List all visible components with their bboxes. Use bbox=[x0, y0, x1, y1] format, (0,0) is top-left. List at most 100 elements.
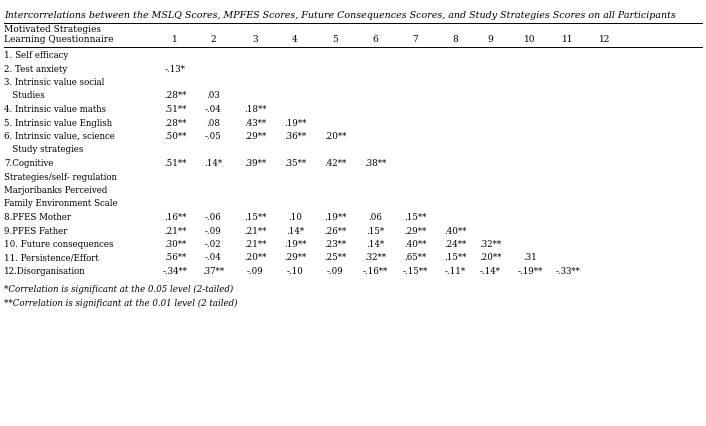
Text: 10. Future consequences: 10. Future consequences bbox=[4, 240, 114, 249]
Text: .21**: .21** bbox=[244, 240, 266, 249]
Text: .36**: .36** bbox=[284, 132, 306, 141]
Text: 8: 8 bbox=[452, 35, 458, 44]
Text: 12.Disorganisation: 12.Disorganisation bbox=[4, 267, 85, 276]
Text: .23**: .23** bbox=[324, 240, 346, 249]
Text: -.09: -.09 bbox=[327, 267, 343, 276]
Text: 1. Self efficacy: 1. Self efficacy bbox=[4, 51, 68, 60]
Text: .19**: .19** bbox=[284, 240, 306, 249]
Text: -.04: -.04 bbox=[205, 253, 222, 262]
Text: .18**: .18** bbox=[244, 105, 266, 114]
Text: -.06: -.06 bbox=[205, 213, 222, 222]
Text: Studies: Studies bbox=[4, 92, 44, 101]
Text: 2. Test anxiety: 2. Test anxiety bbox=[4, 64, 67, 74]
Text: .28**: .28** bbox=[164, 92, 186, 101]
Text: -.33**: -.33** bbox=[556, 267, 580, 276]
Text: 9.PFES Father: 9.PFES Father bbox=[4, 227, 67, 236]
Text: 3: 3 bbox=[252, 35, 258, 44]
Text: .40**: .40** bbox=[404, 240, 426, 249]
Text: .06: .06 bbox=[368, 213, 382, 222]
Text: .29**: .29** bbox=[404, 227, 426, 236]
Text: .39**: .39** bbox=[244, 159, 266, 168]
Text: Learning Questionnaire: Learning Questionnaire bbox=[4, 35, 114, 44]
Text: .51**: .51** bbox=[164, 159, 186, 168]
Text: .31: .31 bbox=[523, 253, 537, 262]
Text: -.02: -.02 bbox=[205, 240, 222, 249]
Text: -.11*: -.11* bbox=[445, 267, 465, 276]
Text: Marjoribanks Perceived: Marjoribanks Perceived bbox=[4, 186, 107, 195]
Text: 1: 1 bbox=[172, 35, 178, 44]
Text: .38**: .38** bbox=[364, 159, 386, 168]
Text: **Correlation is significant at the 0.01 level (2 tailed): **Correlation is significant at the 0.01… bbox=[4, 299, 237, 308]
Text: .40**: .40** bbox=[444, 227, 466, 236]
Text: Strategies/self- regulation: Strategies/self- regulation bbox=[4, 173, 117, 181]
Text: -.16**: -.16** bbox=[362, 267, 388, 276]
Text: 9: 9 bbox=[487, 35, 493, 44]
Text: .25**: .25** bbox=[324, 253, 346, 262]
Text: .20**: .20** bbox=[479, 253, 501, 262]
Text: .03: .03 bbox=[206, 92, 220, 101]
Text: 5. Intrinsic value English: 5. Intrinsic value English bbox=[4, 118, 112, 127]
Text: -.10: -.10 bbox=[287, 267, 304, 276]
Text: .21**: .21** bbox=[244, 227, 266, 236]
Text: -.09: -.09 bbox=[246, 267, 263, 276]
Text: 11: 11 bbox=[562, 35, 574, 44]
Text: .26**: .26** bbox=[324, 227, 346, 236]
Text: .35**: .35** bbox=[284, 159, 306, 168]
Text: .24**: .24** bbox=[444, 240, 466, 249]
Text: .30**: .30** bbox=[164, 240, 186, 249]
Text: .16**: .16** bbox=[164, 213, 186, 222]
Text: -.15**: -.15** bbox=[402, 267, 428, 276]
Text: 10: 10 bbox=[525, 35, 536, 44]
Text: 5: 5 bbox=[332, 35, 338, 44]
Text: 4: 4 bbox=[292, 35, 298, 44]
Text: .50**: .50** bbox=[164, 132, 186, 141]
Text: .15**: .15** bbox=[244, 213, 266, 222]
Text: -.09: -.09 bbox=[205, 227, 222, 236]
Text: .37**: .37** bbox=[202, 267, 224, 276]
Text: 7.Cognitive: 7.Cognitive bbox=[4, 159, 54, 168]
Text: -.04: -.04 bbox=[205, 105, 222, 114]
Text: .10: .10 bbox=[288, 213, 302, 222]
Text: .43**: .43** bbox=[244, 118, 266, 127]
Text: 11. Persistence/Effort: 11. Persistence/Effort bbox=[4, 253, 99, 262]
Text: .21**: .21** bbox=[164, 227, 186, 236]
Text: -.13*: -.13* bbox=[164, 64, 186, 74]
Text: .15**: .15** bbox=[444, 253, 466, 262]
Text: Motivated Strategies: Motivated Strategies bbox=[4, 25, 101, 34]
Text: .42**: .42** bbox=[324, 159, 346, 168]
Text: Family Environment Scale: Family Environment Scale bbox=[4, 199, 118, 208]
Text: 8.PFES Mother: 8.PFES Mother bbox=[4, 213, 71, 222]
Text: 3. Intrinsic value social: 3. Intrinsic value social bbox=[4, 78, 104, 87]
Text: 4. Intrinsic value maths: 4. Intrinsic value maths bbox=[4, 105, 106, 114]
Text: 7: 7 bbox=[412, 35, 418, 44]
Text: .32**: .32** bbox=[364, 253, 386, 262]
Text: .15**: .15** bbox=[404, 213, 426, 222]
Text: .14*: .14* bbox=[366, 240, 384, 249]
Text: *Correlation is significant at the 0.05 level (2-tailed): *Correlation is significant at the 0.05 … bbox=[4, 285, 233, 294]
Text: .29**: .29** bbox=[284, 253, 306, 262]
Text: -.19**: -.19** bbox=[517, 267, 543, 276]
Text: -.14*: -.14* bbox=[479, 267, 501, 276]
Text: .28**: .28** bbox=[164, 118, 186, 127]
Text: .51**: .51** bbox=[164, 105, 186, 114]
Text: -.34**: -.34** bbox=[162, 267, 188, 276]
Text: .15*: .15* bbox=[366, 227, 384, 236]
Text: 6: 6 bbox=[372, 35, 378, 44]
Text: .19**: .19** bbox=[284, 118, 306, 127]
Text: .29**: .29** bbox=[244, 132, 266, 141]
Text: .14*: .14* bbox=[286, 227, 304, 236]
Text: Intercorrelations between the MSLQ Scores, MPFES Scores, Future Consequences Sco: Intercorrelations between the MSLQ Score… bbox=[4, 11, 676, 20]
Text: .20**: .20** bbox=[244, 253, 266, 262]
Text: -.05: -.05 bbox=[205, 132, 222, 141]
Text: .65**: .65** bbox=[404, 253, 426, 262]
Text: .32**: .32** bbox=[479, 240, 501, 249]
Text: .56**: .56** bbox=[164, 253, 186, 262]
Text: .08: .08 bbox=[206, 118, 220, 127]
Text: Study strategies: Study strategies bbox=[4, 146, 83, 155]
Text: .20**: .20** bbox=[324, 132, 346, 141]
Text: .14*: .14* bbox=[204, 159, 222, 168]
Text: .19**: .19** bbox=[324, 213, 346, 222]
Text: 2: 2 bbox=[210, 35, 216, 44]
Text: 6. Intrinsic value, science: 6. Intrinsic value, science bbox=[4, 132, 115, 141]
Text: 12: 12 bbox=[599, 35, 611, 44]
